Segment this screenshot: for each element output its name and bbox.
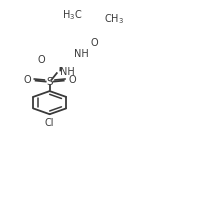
Text: O: O bbox=[23, 74, 31, 84]
Text: H$_3$C: H$_3$C bbox=[62, 9, 82, 22]
Text: O: O bbox=[38, 55, 45, 65]
Text: NH: NH bbox=[60, 67, 74, 77]
Text: O: O bbox=[91, 38, 99, 48]
Text: Cl: Cl bbox=[45, 118, 54, 128]
Text: CH$_3$: CH$_3$ bbox=[104, 12, 124, 26]
Text: NH: NH bbox=[74, 49, 89, 59]
Text: O: O bbox=[69, 74, 76, 84]
Text: S: S bbox=[46, 77, 53, 87]
